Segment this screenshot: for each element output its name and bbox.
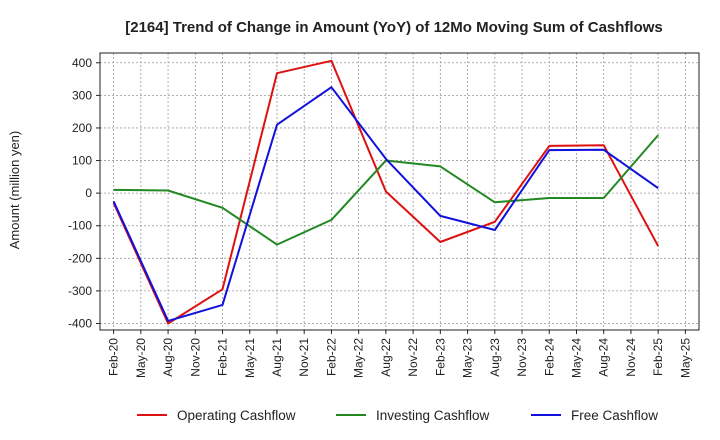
x-tick-label: Feb-21	[216, 338, 230, 376]
y-tick-label: -200	[68, 251, 92, 265]
x-tick-label: Nov-21	[297, 338, 311, 377]
y-tick-label: -100	[68, 219, 92, 233]
y-tick-label: -400	[68, 316, 92, 330]
x-tick-label: Nov-20	[188, 338, 202, 377]
x-tick-label: Aug-21	[270, 338, 284, 377]
series-layer	[112, 59, 660, 325]
x-tick-label: Aug-24	[597, 338, 611, 377]
y-tick-label: 100	[72, 154, 92, 168]
x-tick-label: Feb-24	[542, 338, 556, 376]
x-tick-label: Feb-22	[324, 338, 338, 376]
y-tick-label: 200	[72, 121, 92, 135]
x-tick-label: Nov-22	[406, 338, 420, 377]
legend-label: Free Cashflow	[571, 408, 658, 423]
x-tick-label: May-25	[678, 338, 692, 378]
x-tick-label: May-21	[243, 338, 257, 378]
y-tick-label: 300	[72, 88, 92, 102]
x-tick-label: Feb-20	[107, 338, 121, 376]
series-line-investing-cashflow	[113, 134, 659, 246]
x-tick-label: May-22	[352, 338, 366, 378]
series-line-free-cashflow	[112, 86, 659, 322]
x-tick-label: May-20	[134, 338, 148, 378]
legend-label: Investing Cashflow	[376, 408, 490, 423]
x-tick-label: Nov-23	[515, 338, 529, 377]
x-tick-label: Aug-22	[379, 338, 393, 377]
x-tick-label: May-24	[569, 338, 583, 378]
legend-label: Operating Cashflow	[177, 408, 296, 423]
x-tick-labels: Feb-20 May-20 Aug-20 Nov-20 Feb-21 May-21 Aug-…	[107, 330, 692, 378]
y-tick-label: 400	[72, 56, 92, 70]
x-tick-label: Nov-24	[624, 338, 638, 377]
y-tick-labels: 400 300 200 100 0 -100 -200 -300 -400	[68, 56, 100, 330]
chart-title: [2164] Trend of Change in Amount (YoY) o…	[125, 19, 663, 36]
y-tick-label: -300	[68, 284, 92, 298]
x-tick-label: May-23	[461, 338, 475, 378]
x-tick-label: Aug-23	[488, 338, 502, 377]
x-tick-label: Feb-25	[651, 338, 665, 376]
series-line-operating-cashflow	[112, 59, 660, 325]
legend: Operating Cashflow Investing Cashflow Free…	[137, 408, 658, 423]
x-tick-label: Feb-23	[433, 338, 447, 376]
y-tick-label: 0	[85, 186, 92, 200]
y-axis-label: Amount (million yen)	[7, 131, 22, 250]
x-tick-label: Aug-20	[161, 338, 175, 377]
plot-frame	[99, 52, 700, 331]
